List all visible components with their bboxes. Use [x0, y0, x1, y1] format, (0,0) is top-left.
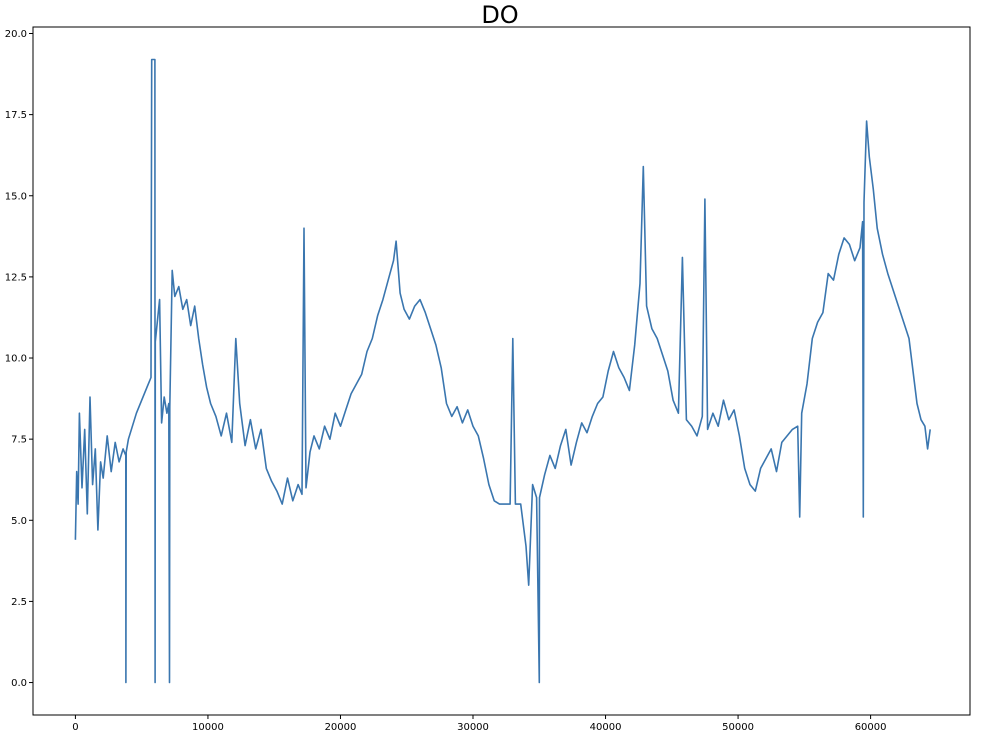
x-tick-label: 30000 — [457, 722, 489, 733]
x-tick-label: 20000 — [325, 722, 357, 733]
x-tick-label: 40000 — [590, 722, 622, 733]
x-tick-label: 60000 — [855, 722, 887, 733]
x-axis: 0 10000 20000 30000 40000 50000 60000 — [72, 715, 887, 733]
series-line — [74, 58, 931, 684]
chart-title: DO — [481, 1, 518, 29]
y-tick-label: 7.5 — [11, 435, 27, 446]
y-tick-label: 10.0 — [5, 354, 27, 365]
x-tick-label: 10000 — [192, 722, 224, 733]
x-tick-label: 0 — [72, 722, 78, 733]
y-tick-label: 5.0 — [11, 516, 27, 527]
y-tick-label: 12.5 — [5, 272, 27, 283]
y-tick-label: 15.0 — [5, 191, 27, 202]
x-tick-label: 50000 — [722, 722, 754, 733]
y-tick-label: 17.5 — [5, 110, 27, 121]
series-layer — [74, 58, 931, 684]
y-tick-label: 2.5 — [11, 597, 27, 608]
y-axis: 0.0 2.5 5.0 7.5 10.0 12.5 15.0 17.5 20.0 — [5, 29, 33, 689]
y-tick-label: 20.0 — [5, 29, 27, 40]
plot-frame — [32, 26, 971, 716]
y-tick-label: 0.0 — [11, 678, 27, 689]
